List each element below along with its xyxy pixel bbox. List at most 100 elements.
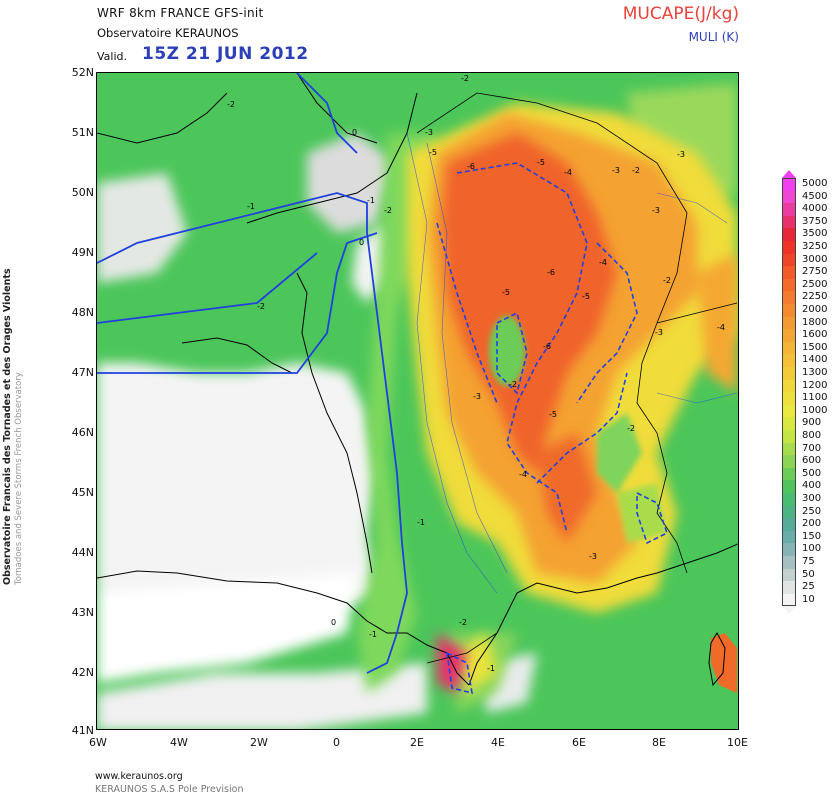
contour-label: -4 xyxy=(599,258,607,267)
footer-company: KERAUNOS S.A.S Pole Prevision xyxy=(95,784,244,795)
side-caption-english: Tornadoes and Severe Storms French Obser… xyxy=(14,372,24,585)
colorbar-level-label: 2250 xyxy=(802,291,828,303)
colorbar-level-label: 25 xyxy=(802,581,815,593)
colorbar-level-label: 400 xyxy=(802,480,822,492)
contour-label: -6 xyxy=(547,268,555,277)
colorbar-level-label: 1200 xyxy=(802,379,828,391)
colorbar-swatch xyxy=(782,354,796,367)
colorbar-swatch xyxy=(782,379,796,393)
colorbar-swatch xyxy=(782,392,796,405)
colorbar-top-arrow xyxy=(782,170,796,178)
colorbar-swatch xyxy=(782,178,796,191)
forecast-map: -2 -2 0 -3 -5 -6 -5 -4 -3 -2 -3 -1 -1 -2… xyxy=(96,72,739,730)
lat-label: 42N xyxy=(71,666,94,679)
colorbar-level-label: 1500 xyxy=(802,341,828,353)
lat-label: 51N xyxy=(71,126,94,139)
contour-label: -5 xyxy=(537,158,545,167)
lat-label: 43N xyxy=(71,606,94,619)
contour-label: -2 xyxy=(509,380,517,389)
footer-url: www.keraunos.org xyxy=(95,771,183,782)
contour-label: -2 xyxy=(227,100,235,109)
colorbar-swatch xyxy=(782,417,796,430)
side-caption: Observatoire Francais des Tornades et de… xyxy=(2,225,24,585)
contour-label: -5 xyxy=(502,288,510,297)
alps-patches xyxy=(597,413,667,543)
colorbar-swatch xyxy=(782,253,796,267)
contour-label: -2 xyxy=(384,206,392,215)
lon-label: 4W xyxy=(170,736,188,749)
contour-label: 0 xyxy=(352,128,357,137)
colorbar-level-label: 3250 xyxy=(802,241,828,252)
colorbar-swatch xyxy=(782,304,796,317)
lat-label: 41N xyxy=(71,724,94,737)
colorbar-swatch xyxy=(782,203,796,216)
thin-contours xyxy=(406,132,738,594)
colorbar-level-label: 200 xyxy=(802,518,822,530)
colorbar-level-label: 4500 xyxy=(802,190,828,202)
colorbar-swatch xyxy=(782,455,796,468)
colorbar-level-label: 800 xyxy=(802,430,822,441)
contour-label: -3 xyxy=(655,328,663,337)
colorbar-swatch xyxy=(782,241,796,254)
colorbar-level-label: 2500 xyxy=(802,278,828,290)
lon-label: 10E xyxy=(727,736,748,749)
colorbar-swatch xyxy=(782,228,796,241)
colorbar-swatch xyxy=(782,190,796,204)
contour-label: -6 xyxy=(543,342,551,351)
lon-label: 6W xyxy=(89,736,107,749)
colorbar-level-label: 1100 xyxy=(802,392,828,404)
colorbar-swatch xyxy=(782,367,796,380)
colorbar-level-label: 1400 xyxy=(802,354,828,366)
contour-label: -3 xyxy=(612,166,620,175)
contour-label: -4 xyxy=(717,323,725,332)
lat-label: 45N xyxy=(71,486,94,499)
colorbar-swatch xyxy=(782,341,796,355)
contour-label: -5 xyxy=(429,148,437,157)
colorbar-swatch xyxy=(782,215,796,229)
contour-label: -3 xyxy=(473,392,481,401)
side-caption-french: Observatoire Francais des Tornades et de… xyxy=(2,268,13,585)
contour-label: -2 xyxy=(257,302,265,311)
colorbar-level-label: 3500 xyxy=(802,228,828,240)
contour-label: -2 xyxy=(632,166,640,175)
contour-label: -1 xyxy=(369,630,377,639)
lon-label: 4E xyxy=(491,736,505,749)
green-pocket xyxy=(489,316,525,386)
contour-label: -1 xyxy=(417,518,425,527)
colorbar-level-label: 1000 xyxy=(802,404,828,416)
contour-label: -5 xyxy=(582,292,590,301)
colorbar-swatch xyxy=(782,556,796,569)
colorbar-swatch xyxy=(782,530,796,544)
colorbar-swatch xyxy=(782,291,796,304)
coastlines xyxy=(97,73,738,687)
lat-label: 46N xyxy=(71,426,94,439)
lat-label: 52N xyxy=(71,66,94,79)
colorbar-level-label: 4000 xyxy=(802,203,828,215)
lat-label: 44N xyxy=(71,546,94,559)
colorbar-level-label: 2000 xyxy=(802,304,828,315)
colorbar-swatch xyxy=(782,593,796,607)
colorbar-swatch xyxy=(782,329,796,342)
contour-label: -2 xyxy=(663,276,671,285)
contour-label: -1 xyxy=(247,202,255,211)
colorbar-level-label: 1300 xyxy=(802,367,828,378)
contour-label: -2 xyxy=(627,424,635,433)
colorbar-bottom-arrow xyxy=(782,606,796,614)
colorbar-swatch xyxy=(782,543,796,556)
colorbar-level-label: 3000 xyxy=(802,253,828,265)
contour-label: -3 xyxy=(652,206,660,215)
colorbar-level-label: 2750 xyxy=(802,266,828,278)
lat-label: 50N xyxy=(71,186,94,199)
colorbar-level-label: 700 xyxy=(802,442,822,454)
colorbar-swatch xyxy=(782,266,796,279)
colorbar-swatch xyxy=(782,467,796,481)
colorbar-swatch xyxy=(782,568,796,582)
contour-label: -3 xyxy=(589,552,597,561)
valid-time: 15Z 21 JUN 2012 xyxy=(142,44,309,64)
colorbar-level-label: 10 xyxy=(802,593,815,605)
colorbar-level-label: 100 xyxy=(802,543,822,555)
contour-label: 0 xyxy=(359,238,364,247)
colorbar-swatch xyxy=(782,480,796,493)
colorbar-swatch xyxy=(782,430,796,443)
colorbar-level-label: 75 xyxy=(802,556,815,567)
